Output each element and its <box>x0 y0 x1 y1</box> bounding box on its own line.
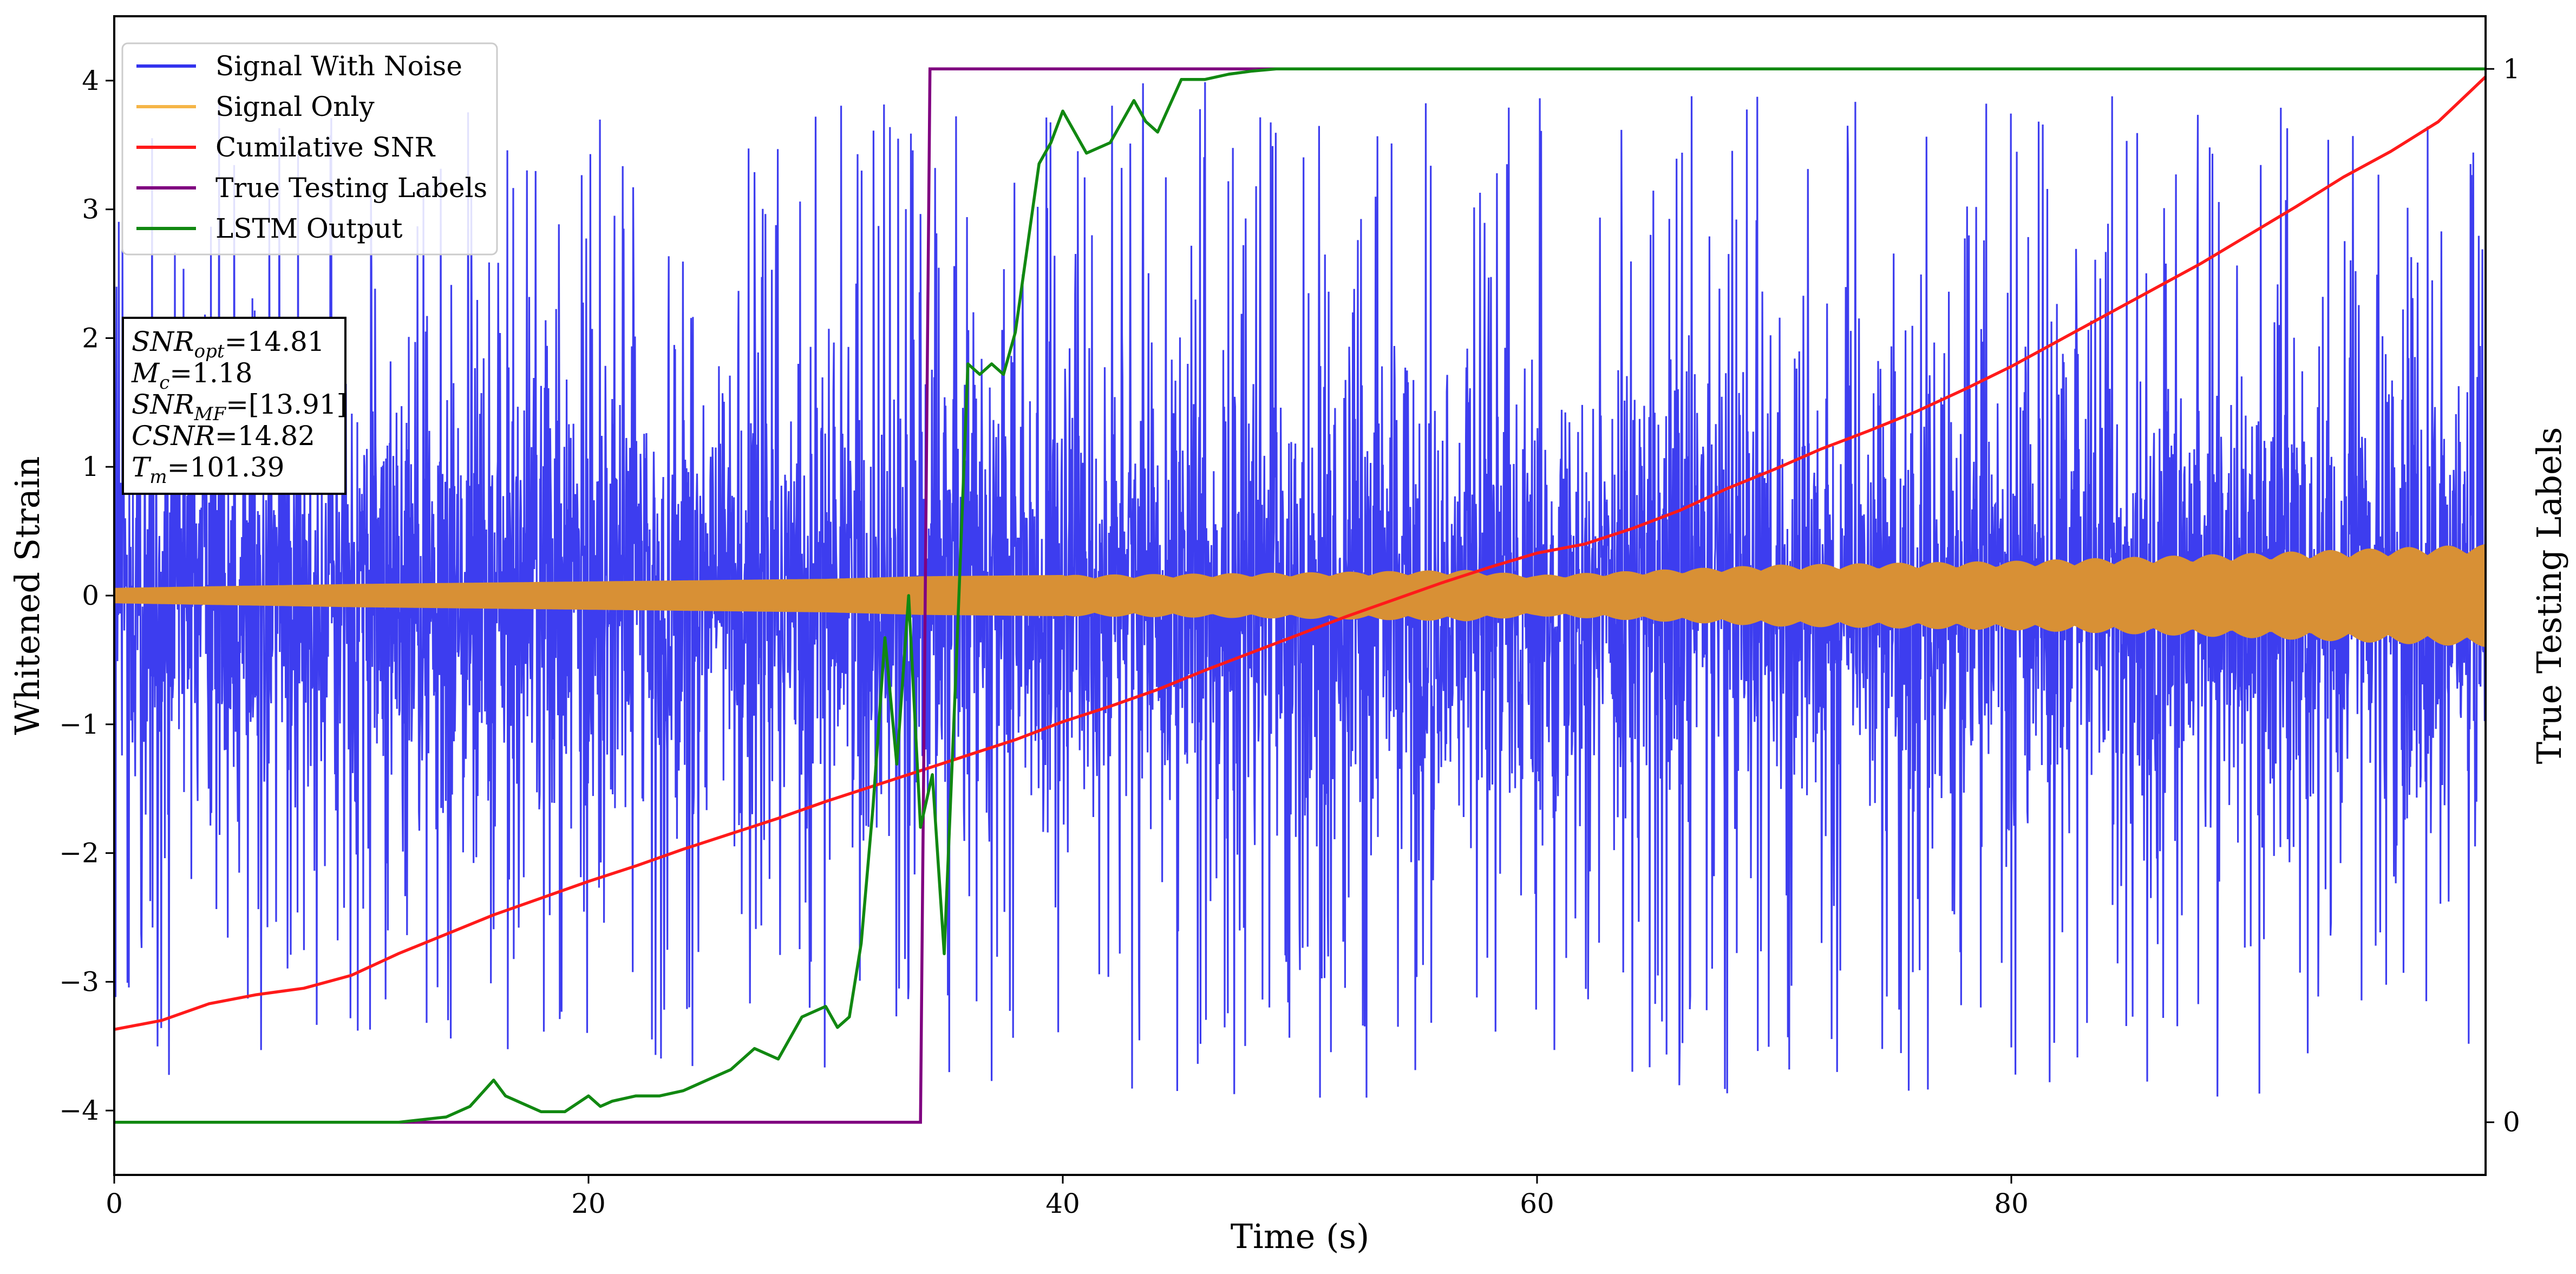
series-cumilative-snr-line <box>114 75 2486 1031</box>
x-tick-label: 40 <box>1045 1188 1080 1219</box>
legend-label: LSTM Output <box>215 213 402 244</box>
series-cumilative-snr <box>114 75 2486 1031</box>
annotation-line: Mc=1.18 <box>131 357 252 394</box>
annotation-line: SNRopt=14.81 <box>132 326 325 362</box>
x-axis-label: Time (s) <box>1231 1217 1370 1256</box>
y-tick-label: 1 <box>82 451 99 482</box>
series-true-testing-labels-line <box>114 67 1466 1124</box>
annotation-frame <box>122 317 346 495</box>
legend-box <box>121 42 498 256</box>
annotation-box: SNRopt=14.81Mc=1.18SNRMF=[13.91]CSNR=14.… <box>122 317 347 495</box>
y-axis-label: Whitened Strain <box>8 456 47 735</box>
x-axis-ticks: 0 20 40 60 80 <box>106 1175 2029 1219</box>
legend-label: Signal Only <box>215 91 375 122</box>
y-tick-label: −1 <box>59 709 99 740</box>
annotation-line: CSNR=14.82 <box>132 420 315 452</box>
y2-tick-label: 1 <box>2503 53 2520 84</box>
annotation-line: Tm=101.39 <box>132 452 284 488</box>
y-tick-label: −4 <box>59 1095 99 1126</box>
x-tick-label: 60 <box>1520 1188 1554 1219</box>
y-tick-label: −3 <box>59 966 99 997</box>
series-signal-with-noise-line <box>114 82 2486 1098</box>
x-tick-label: 0 <box>106 1188 123 1219</box>
y2-axis-label: True Testing Labels <box>2529 427 2569 765</box>
legend-label: Signal With Noise <box>215 50 462 82</box>
y-tick-label: 4 <box>82 65 99 96</box>
legend-label: Cumilative SNR <box>215 132 435 163</box>
y-tick-label: 0 <box>82 580 99 611</box>
legend-label: True Testing Labels <box>215 172 487 204</box>
legend: Signal With Noise Signal Only Cumilative S… <box>121 42 498 256</box>
series-true-testing-labels <box>114 67 1466 1124</box>
annotation-line: SNRMF=[13.91] <box>132 389 347 425</box>
x-tick-label: 80 <box>1994 1188 2029 1219</box>
series-signal-only-band <box>114 544 2486 648</box>
y-tick-label: 3 <box>82 194 99 225</box>
y-tick-label: −2 <box>59 838 99 869</box>
series-signal-with-noise <box>114 82 2486 1098</box>
y2-tick-label: 0 <box>2503 1107 2520 1138</box>
series-lstm-output-line <box>114 67 2486 1124</box>
y2-axis-ticks: 01 <box>2486 53 2520 1138</box>
y-tick-label: 2 <box>82 322 99 354</box>
x-tick-label: 20 <box>571 1188 606 1219</box>
series-lstm-output <box>114 67 2486 1124</box>
y-axis-ticks: −4 −3 −2 −1 0 1 2 3 4 <box>59 65 114 1126</box>
plot-area <box>114 67 2486 1124</box>
series-signal-only <box>114 544 2486 648</box>
